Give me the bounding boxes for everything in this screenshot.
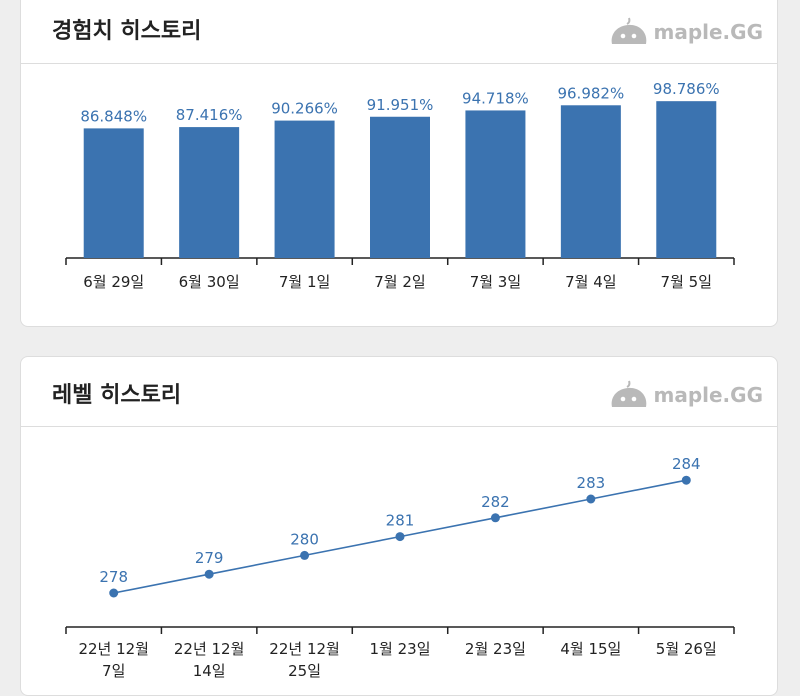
bar-value-label: 90.266% <box>271 100 338 118</box>
x-tick-label: 6월 30일 <box>179 273 240 291</box>
point-value-label: 282 <box>481 493 510 511</box>
bar <box>656 101 717 258</box>
level-point <box>109 588 119 598</box>
x-tick-label-line: 22년 12월 <box>78 640 149 658</box>
bar-value-label: 96.982% <box>557 84 624 102</box>
level-point <box>300 550 310 560</box>
level-point <box>681 475 691 485</box>
exp-history-card: 경험치 히스토리 maple.GG 86.848% 6월 29일 87.416% 6월… <box>20 0 778 327</box>
x-tick-label: 6월 29일 <box>83 273 144 291</box>
x-tick-label: 22년 12월 25일 <box>269 640 340 680</box>
x-tick-label-line: 1월 23일 <box>370 640 431 658</box>
bar-value-label: 86.848% <box>80 107 147 125</box>
x-tick-label: 5월 26일 <box>656 640 717 658</box>
bar <box>370 116 430 259</box>
x-tick-label-line: 14일 <box>193 662 226 680</box>
x-tick-label-line: 22년 12월 <box>174 640 245 658</box>
bar <box>465 110 526 258</box>
exp-history-header: 경험치 히스토리 maple.GG <box>21 0 777 64</box>
slime-logo-icon <box>609 380 649 410</box>
exp-bar-chart: 86.848% 6월 29일 87.416% 6월 30일 90.266% 7월 1일 91… <box>65 80 735 291</box>
x-tick-label: 2월 23일 <box>465 640 526 658</box>
bar <box>274 120 335 258</box>
bar-value-label: 94.718% <box>462 89 529 107</box>
bar-value-label: 91.951% <box>367 96 434 114</box>
x-tick-label: 7월 3일 <box>470 273 521 291</box>
point-value-label: 284 <box>672 455 701 473</box>
bar-value-label: 87.416% <box>176 106 243 124</box>
x-tick-label-line: 22년 12월 <box>269 640 340 658</box>
x-tick-label-line: 5월 26일 <box>656 640 717 658</box>
level-point <box>204 569 214 579</box>
maple-gg-brand: maple.GG <box>609 17 763 47</box>
x-tick-label: 7월 1일 <box>279 273 330 291</box>
x-tick-label: 7월 5일 <box>661 273 712 291</box>
point-value-label: 283 <box>577 474 606 492</box>
maple-gg-brand: maple.GG <box>609 380 763 410</box>
x-tick-label: 22년 12월 7일 <box>78 640 149 680</box>
brand-text: maple.GG <box>653 383 763 407</box>
level-history-title: 레벨 히스토리 <box>52 383 182 408</box>
x-tick-label: 7월 2일 <box>374 273 425 291</box>
bar <box>179 127 240 258</box>
x-tick-label-line: 2월 23일 <box>465 640 526 658</box>
point-value-label: 281 <box>386 512 415 530</box>
x-tick-label: 22년 12월 14일 <box>174 640 245 680</box>
bar <box>83 128 144 258</box>
level-point <box>490 513 500 523</box>
x-tick-label: 1월 23일 <box>370 640 431 658</box>
x-tick-label-line: 7일 <box>102 662 125 680</box>
x-tick-label: 4월 15일 <box>560 640 621 658</box>
bar <box>560 105 621 258</box>
point-value-label: 278 <box>99 568 128 586</box>
x-tick-label-line: 4월 15일 <box>560 640 621 658</box>
point-value-label: 280 <box>290 530 319 548</box>
exp-history-title: 경험치 히스토리 <box>52 19 202 44</box>
x-tick-label: 7월 4일 <box>565 273 616 291</box>
brand-text: maple.GG <box>653 20 763 44</box>
x-tick-label-line: 25일 <box>288 662 321 680</box>
level-history-card: 레벨 히스토리 maple.GG 278 279 280 281 282 283 284 22… <box>20 356 778 696</box>
level-point <box>395 532 405 542</box>
bar-value-label: 98.786% <box>653 80 720 98</box>
level-history-header: 레벨 히스토리 maple.GG <box>21 357 777 427</box>
point-value-label: 279 <box>195 549 224 567</box>
level-line-chart: 278 279 280 281 282 283 284 22년 12월 7일 22년 12월 14일… <box>65 455 735 680</box>
slime-logo-icon <box>609 17 649 47</box>
level-point <box>586 494 596 504</box>
